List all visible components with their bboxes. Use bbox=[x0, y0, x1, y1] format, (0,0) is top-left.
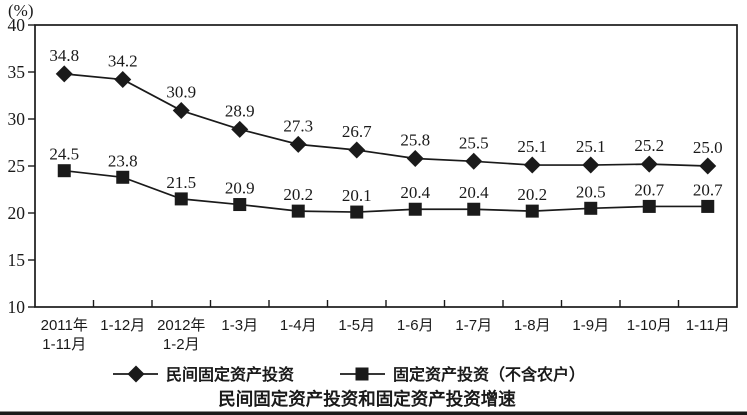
chart-title: 民间固定资产投资和固定资产投资增速 bbox=[218, 389, 516, 409]
data-point-label: 25.5 bbox=[459, 133, 489, 152]
data-point-label: 20.4 bbox=[459, 183, 489, 202]
data-point-square-marker bbox=[174, 192, 188, 206]
data-point-label: 20.7 bbox=[693, 180, 723, 199]
data-point-label: 25.2 bbox=[634, 136, 664, 155]
legend-label-private-investment: 民间固定资产投资 bbox=[166, 365, 294, 384]
data-point-diamond-marker bbox=[582, 156, 600, 174]
data-point-square-marker bbox=[467, 202, 481, 216]
data-point-diamond-marker bbox=[231, 120, 249, 138]
data-point-square-marker bbox=[350, 205, 364, 219]
bottom-rule bbox=[0, 411, 747, 415]
series-line-diamond bbox=[64, 73, 708, 167]
data-point-diamond-marker bbox=[465, 152, 483, 170]
y-axis-tick-label: 20 bbox=[8, 203, 26, 223]
x-axis-tick-label: 1-8月 bbox=[514, 317, 551, 334]
data-point-label: 25.0 bbox=[693, 138, 723, 157]
data-point-label: 24.5 bbox=[49, 145, 79, 164]
data-point-square-marker bbox=[642, 199, 656, 213]
data-point-square-marker bbox=[116, 170, 130, 184]
data-point-label: 27.3 bbox=[283, 116, 313, 135]
data-point-diamond-marker bbox=[348, 141, 366, 159]
data-point-label: 25.1 bbox=[517, 137, 547, 156]
data-point-square-marker bbox=[291, 204, 305, 218]
x-axis-tick-label: 1-12月 bbox=[100, 317, 145, 334]
legend-square-icon bbox=[355, 367, 369, 381]
y-axis-tick-label: 25 bbox=[8, 156, 26, 176]
data-point-diamond-marker bbox=[289, 135, 307, 153]
y-axis-tick-label: 15 bbox=[8, 250, 26, 270]
x-axis-tick-label: 1-5月 bbox=[338, 317, 375, 334]
legend-label-fixed-investment: 固定资产投资（不含农户） bbox=[393, 365, 585, 384]
data-point-square-marker bbox=[584, 201, 598, 215]
data-point-square-marker bbox=[525, 204, 539, 218]
x-axis-tick-label: 1-10月 bbox=[627, 317, 672, 334]
x-axis-tick-label: 2012年 bbox=[157, 317, 205, 334]
x-axis-tick-label: 1-7月 bbox=[455, 317, 492, 334]
data-point-label: 34.2 bbox=[108, 52, 138, 71]
plot-border bbox=[34, 24, 738, 308]
data-point-diamond-marker bbox=[699, 157, 717, 175]
data-point-diamond-marker bbox=[523, 156, 541, 174]
data-point-label: 34.8 bbox=[49, 46, 79, 65]
x-axis-tick-label: 1-3月 bbox=[221, 317, 258, 334]
data-point-diamond-marker bbox=[55, 65, 73, 83]
data-point-square-marker bbox=[701, 199, 715, 213]
data-point-label: 23.8 bbox=[108, 151, 138, 170]
data-point-label: 21.5 bbox=[166, 173, 196, 192]
data-point-label: 20.4 bbox=[400, 183, 430, 202]
x-axis-tick-label: 1-4月 bbox=[280, 317, 317, 334]
data-point-label: 20.1 bbox=[342, 186, 372, 205]
data-point-diamond-marker bbox=[114, 71, 132, 89]
y-axis-tick-label: 10 bbox=[8, 297, 26, 317]
x-axis-tick-label: 1-6月 bbox=[397, 317, 434, 334]
data-point-label: 26.7 bbox=[342, 122, 372, 141]
data-point-label: 28.9 bbox=[225, 101, 255, 120]
data-point-label: 20.2 bbox=[283, 185, 313, 204]
y-axis-tick-label: 40 bbox=[8, 15, 26, 35]
data-point-diamond-marker bbox=[172, 102, 190, 120]
data-point-label: 25.8 bbox=[400, 130, 430, 149]
data-point-diamond-marker bbox=[640, 155, 658, 173]
x-axis-tick-label: 1-11月 bbox=[686, 317, 730, 334]
data-point-label: 20.2 bbox=[517, 185, 547, 204]
data-point-label: 25.1 bbox=[576, 137, 606, 156]
y-axis-tick-label: 35 bbox=[8, 62, 26, 82]
x-axis-tick-label: 1-2月 bbox=[163, 336, 200, 353]
data-point-diamond-marker bbox=[406, 149, 424, 167]
data-point-square-marker bbox=[408, 202, 422, 216]
data-point-square-marker bbox=[57, 164, 71, 178]
y-axis-unit-label: (%) bbox=[8, 1, 33, 20]
data-point-label: 30.9 bbox=[166, 83, 196, 102]
legend-diamond-icon bbox=[127, 365, 145, 383]
data-point-label: 20.7 bbox=[634, 180, 664, 199]
series-line-square bbox=[64, 169, 708, 213]
data-point-label: 20.9 bbox=[225, 179, 255, 198]
x-axis-tick-label: 2011年 bbox=[41, 317, 88, 334]
data-point-square-marker bbox=[233, 198, 247, 212]
y-axis-tick-label: 30 bbox=[8, 109, 26, 129]
x-axis-tick-label: 1-9月 bbox=[572, 317, 609, 334]
x-axis-tick-label: 1-11月 bbox=[42, 336, 86, 353]
data-point-label: 20.5 bbox=[576, 182, 606, 201]
